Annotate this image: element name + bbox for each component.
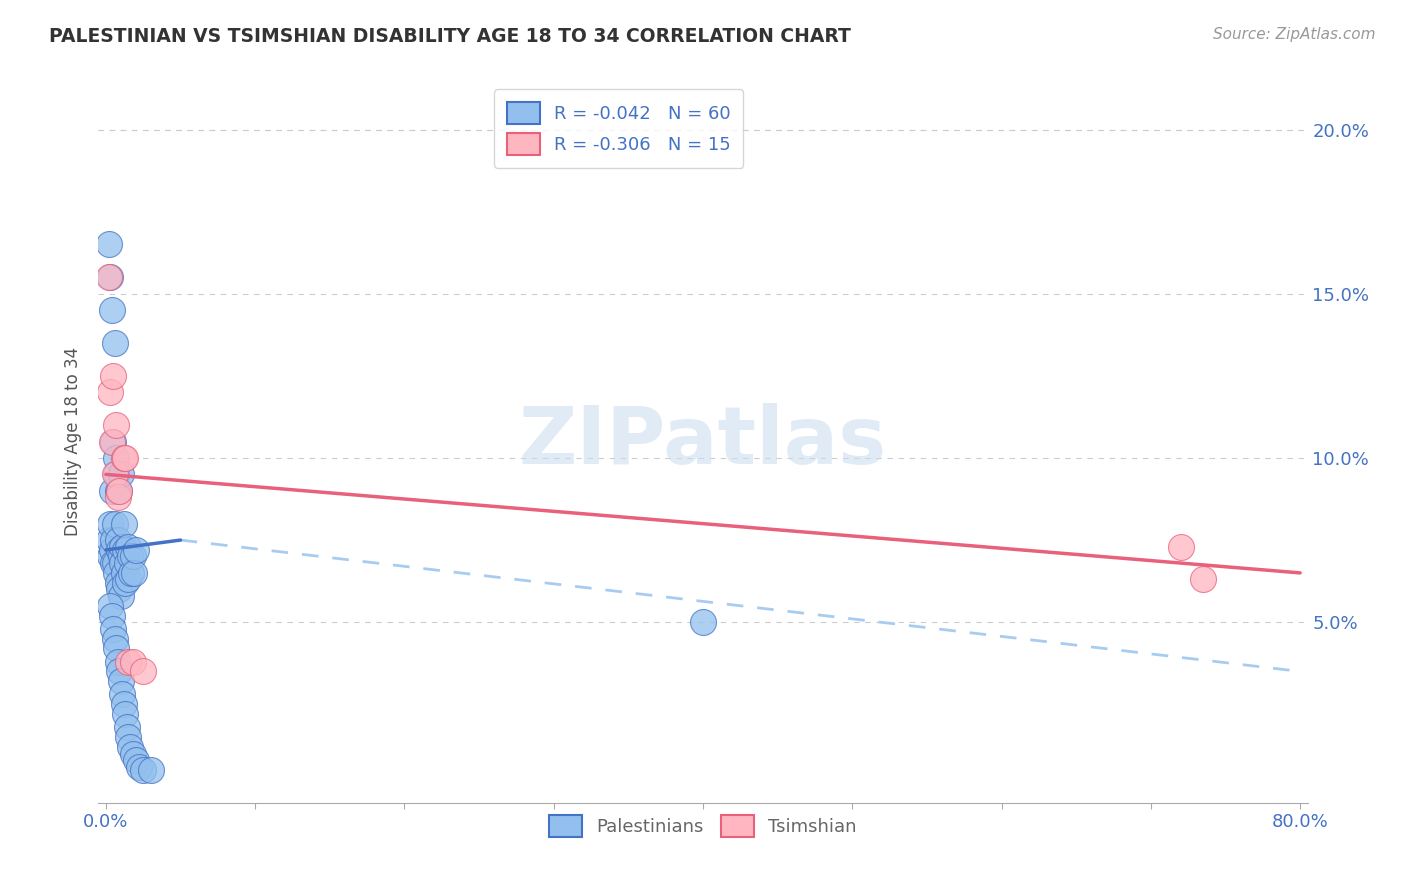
Point [120,566,142,580]
Point [114,707,136,722]
Point [104,556,127,570]
Point [114,542,136,557]
Point [103,533,125,547]
Point [110,549,132,564]
Point [117,573,139,587]
Point [104,467,127,482]
Point [132,665,155,679]
Point [112,698,135,712]
Point [115,720,138,734]
Point [118,739,141,754]
Point [107,483,129,498]
Point [107,533,129,547]
Point [98,516,121,531]
Point [112,450,135,465]
Point [108,483,131,498]
Point [1170,540,1192,554]
Point [118,549,141,564]
Legend: Palestinians, Tsimshian: Palestinians, Tsimshian [541,808,865,845]
Point [108,665,131,679]
Point [117,540,139,554]
Point [108,582,131,597]
Point [104,516,127,531]
Point [114,575,136,590]
Point [128,760,150,774]
Point [108,483,131,498]
Point [104,632,127,646]
Point [105,641,128,656]
Point [97,533,120,547]
Point [117,655,139,669]
Point [103,622,125,636]
Point [121,747,143,761]
Point [139,763,162,777]
Point [97,270,120,285]
Y-axis label: Disability Age 18 to 34: Disability Age 18 to 34 [65,347,83,536]
Point [103,434,125,449]
Point [107,491,129,505]
Point [105,450,128,465]
Point [108,542,131,557]
Point [122,566,145,580]
Point [105,418,128,433]
Point [105,467,128,482]
Point [692,615,714,630]
Point [107,655,129,669]
Point [105,566,128,580]
Point [121,549,143,564]
Point [110,467,132,482]
Point [117,730,139,744]
Point [103,556,125,570]
Point [121,655,143,669]
Point [125,542,148,557]
Point [98,270,121,285]
Text: PALESTINIAN VS TSIMSHIAN DISABILITY AGE 18 TO 34 CORRELATION CHART: PALESTINIAN VS TSIMSHIAN DISABILITY AGE … [49,27,851,45]
Point [98,549,121,564]
Point [101,434,124,449]
Point [125,753,148,767]
Point [111,540,134,554]
Point [98,599,121,613]
Point [132,763,155,777]
Point [1192,573,1215,587]
Point [115,556,138,570]
Text: ZIPatlas: ZIPatlas [519,402,887,481]
Point [112,516,135,531]
Point [114,450,136,465]
Point [101,608,124,623]
Point [104,336,127,351]
Point [111,556,134,570]
Point [97,237,120,252]
Point [101,483,124,498]
Point [107,575,129,590]
Point [103,368,125,383]
Point [98,385,121,400]
Point [112,566,135,580]
Point [110,589,132,603]
Text: Source: ZipAtlas.com: Source: ZipAtlas.com [1212,27,1375,42]
Point [101,542,124,557]
Point [110,674,132,689]
Point [101,303,124,318]
Point [111,687,134,701]
